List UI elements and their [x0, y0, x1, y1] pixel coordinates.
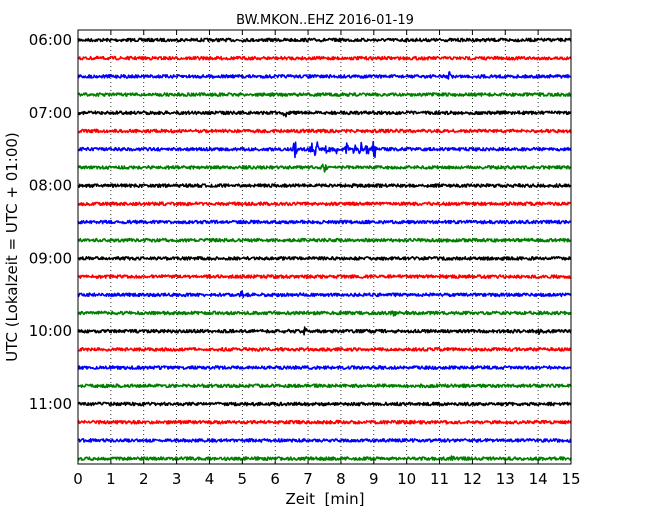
trace-0945 — [77, 310, 572, 317]
trace-0815 — [77, 201, 572, 207]
chart-title: BW.MKON..EHZ 2016-01-19 — [236, 13, 414, 28]
trace-0800 — [77, 183, 572, 188]
x-tick-label: 13 — [496, 470, 515, 488]
plot-frame — [77, 29, 572, 465]
trace-0700 — [77, 110, 572, 118]
y-axis-label: UTC (Lokalzeit = UTC + 01:00) — [3, 132, 21, 362]
x-tick-label: 7 — [303, 470, 313, 488]
x-tick-label: 8 — [336, 470, 346, 488]
y-tick-label: 07:00 — [29, 104, 72, 122]
x-tick-label: 5 — [238, 470, 248, 488]
y-tick-label: 10:00 — [29, 322, 72, 340]
x-tick-label: 4 — [205, 470, 215, 488]
x-tick-label: 6 — [270, 470, 280, 488]
seismic-traces — [77, 37, 572, 461]
x-tick-label: 0 — [73, 470, 83, 488]
trace-0845 — [77, 237, 572, 243]
trace-0615 — [77, 55, 572, 61]
x-tick-label: 15 — [561, 470, 580, 488]
y-tick-label: 06:00 — [29, 31, 72, 49]
trace-0915 — [77, 274, 572, 279]
trace-1015 — [77, 347, 572, 352]
x-tick-label: 11 — [430, 470, 449, 488]
x-tick-label: 1 — [106, 470, 116, 488]
trace-1100 — [77, 401, 572, 407]
trace-1115 — [77, 419, 572, 425]
trace-0645 — [77, 92, 572, 97]
trace-0600 — [77, 37, 572, 43]
trace-1045 — [77, 383, 572, 389]
trace-1030 — [77, 365, 572, 370]
trace-0930 — [77, 290, 572, 299]
x-tick-label: 12 — [463, 470, 482, 488]
x-tick-label: 3 — [172, 470, 182, 488]
x-tick-label: 10 — [397, 470, 416, 488]
trace-0730 — [77, 140, 572, 159]
y-axis-ticks: 06:00 07:00 08:00 09:00 10:00 11:00 — [29, 31, 571, 413]
y-tick-label: 11:00 — [29, 395, 72, 413]
x-tick-label: 2 — [139, 470, 149, 488]
trace-0745 — [77, 163, 572, 173]
trace-0900 — [77, 256, 572, 261]
trace-0830 — [77, 219, 572, 225]
trace-0630 — [77, 71, 572, 80]
grid — [110, 30, 539, 464]
trace-0715 — [77, 128, 572, 134]
x-tick-label: 9 — [369, 470, 379, 488]
x-tick-label: 14 — [529, 470, 548, 488]
trace-1145 — [77, 455, 572, 461]
y-tick-label: 08:00 — [29, 177, 72, 195]
trace-1130 — [77, 438, 572, 443]
trace-1000 — [77, 326, 572, 336]
y-tick-label: 09:00 — [29, 249, 72, 267]
x-axis-label: Zeit [min] — [285, 490, 364, 508]
x-axis-ticks: 0 1 2 3 4 5 6 7 8 9 10 11 12 13 14 15 — [73, 30, 581, 488]
